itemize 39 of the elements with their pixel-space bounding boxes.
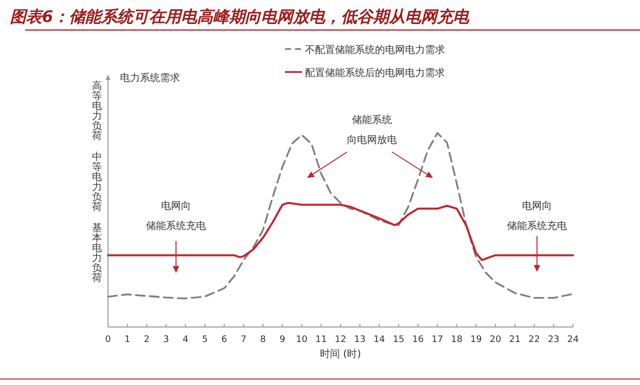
x-tick-label: 12 [334, 335, 346, 345]
x-tick-label: 23 [548, 335, 560, 345]
x-tick-label: 7 [240, 335, 246, 345]
x-tick-label: 9 [280, 335, 286, 345]
x-tick-label: 5 [202, 335, 208, 345]
annotation: 向电网放电 [347, 134, 397, 146]
legend-label: 配置储能系统后的电网电力需求 [305, 67, 445, 79]
x-tick-label: 6 [221, 335, 228, 345]
x-tick-label: 24 [567, 335, 579, 345]
x-tick-label: 1 [124, 335, 130, 345]
x-tick-label: 14 [374, 335, 386, 345]
annotation: 储能系统充电 [507, 220, 567, 232]
x-tick-label: 20 [490, 335, 502, 345]
annotation: 储能系统充电 [146, 220, 206, 232]
x-axis-title: 时间 (时) [320, 348, 362, 360]
x-tick-label: 13 [354, 335, 366, 345]
y-axis-title: 电力系统需求 [120, 72, 180, 84]
annotation: 电网向 [161, 200, 191, 212]
text: 基本电力负荷 [92, 222, 102, 284]
x-tick-label: 22 [528, 335, 540, 345]
x-tick-label: 8 [260, 335, 266, 345]
x-tick-label: 21 [509, 335, 521, 345]
text: 高等电力负荷 [92, 80, 102, 142]
x-tick-label: 2 [144, 335, 150, 345]
x-tick-label: 3 [163, 335, 169, 345]
text: 中等电力负荷 [92, 151, 102, 213]
x-tick-label: 4 [182, 335, 189, 345]
x-tick-label: 0 [105, 335, 112, 345]
annotation: 电网向 [522, 200, 552, 212]
text: 储能系统 [352, 114, 392, 126]
x-tick-label: 19 [470, 335, 482, 345]
x-tick-label: 10 [296, 335, 308, 345]
chart-title: 图表6：储能系统可在用电高峰期向电网放电，低谷期从电网充电 [10, 7, 470, 26]
x-tick-label: 16 [412, 335, 424, 345]
x-tick-label: 17 [432, 335, 444, 345]
x-tick-label: 18 [451, 335, 463, 345]
x-tick-label: 15 [392, 335, 404, 345]
legend-label: 不配置储能系统的电网电力需求 [305, 44, 445, 56]
x-tick-label: 11 [315, 335, 327, 345]
